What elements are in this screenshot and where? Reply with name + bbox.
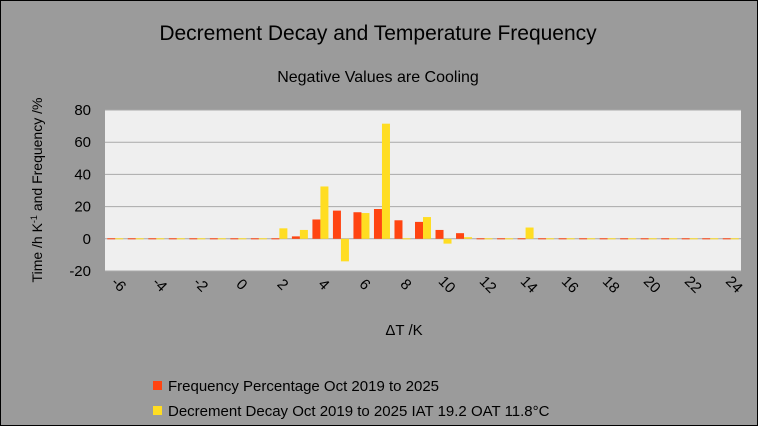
bar [730, 238, 739, 240]
bar [669, 238, 678, 240]
bar [599, 238, 608, 240]
legend-swatch-decrement-decay [153, 406, 162, 415]
legend-swatch-frequency [153, 381, 162, 390]
bar [189, 238, 198, 240]
bar [620, 238, 629, 240]
bar [135, 238, 144, 240]
bar [464, 237, 473, 239]
bar [546, 238, 555, 240]
y-axis-label: Time /h K-1 and Frequency /% [29, 98, 45, 283]
bar [197, 238, 206, 240]
bar [332, 210, 341, 239]
bar [587, 238, 596, 240]
bar [168, 238, 177, 240]
y-tick-label: 20 [74, 199, 91, 216]
bar [176, 238, 185, 240]
y-tick-label: 80 [74, 102, 91, 119]
bar [443, 238, 452, 244]
bar [209, 238, 218, 240]
bar [299, 229, 308, 239]
y-tick-label: 40 [74, 166, 91, 183]
bar [156, 238, 165, 240]
bar [476, 238, 485, 240]
bars-layer [107, 123, 739, 262]
chart-subtitle: Negative Values are Cooling [277, 69, 479, 86]
bar [230, 238, 239, 240]
bar [127, 238, 136, 240]
bar [415, 221, 423, 239]
bar [320, 186, 329, 239]
legend: Frequency Percentage Oct 2019 to 2025 De… [153, 378, 550, 420]
bar [291, 236, 300, 239]
bar [353, 212, 362, 239]
bar [566, 238, 575, 240]
y-tick-label: 60 [74, 134, 91, 151]
y-tick-label: 0 [83, 231, 91, 248]
y-tick-labels: -20 0 20 40 60 80 [69, 102, 91, 280]
x-axis-label: ΔT /K [385, 322, 422, 339]
bar [238, 238, 247, 240]
bar [381, 123, 390, 239]
legend-label-decrement-decay: Decrement Decay Oct 2019 to 2025 IAT 19.… [168, 403, 550, 420]
bar [271, 238, 280, 240]
bar [661, 238, 670, 240]
bar [497, 238, 506, 240]
bar [361, 213, 370, 239]
bar [710, 238, 719, 240]
bar [373, 209, 382, 239]
bar [689, 238, 698, 240]
bar [217, 238, 226, 240]
bar [312, 219, 321, 239]
bar [640, 238, 649, 240]
bar [435, 229, 444, 239]
bar [279, 228, 288, 239]
plot-area [105, 110, 741, 271]
bar [525, 227, 534, 239]
bar [484, 238, 493, 240]
bar [628, 238, 637, 240]
bar [115, 238, 124, 240]
bar [250, 238, 259, 240]
bar [148, 238, 157, 240]
bar [517, 238, 526, 240]
bar [505, 238, 514, 240]
bar [681, 238, 690, 240]
bar [402, 238, 411, 240]
y-tick-label: -20 [69, 263, 91, 280]
bar [607, 238, 616, 240]
y-axis-label-rest: and Frequency /% [29, 98, 45, 216]
bar [702, 238, 711, 240]
bar [722, 238, 731, 240]
legend-label-frequency: Frequency Percentage Oct 2019 to 2025 [168, 378, 439, 395]
bar [340, 238, 349, 262]
bar [456, 233, 465, 239]
bar [579, 238, 588, 240]
bar [258, 238, 267, 240]
chart-title: Decrement Decay and Temperature Frequenc… [159, 22, 597, 45]
bar [394, 220, 403, 239]
bar [107, 238, 116, 240]
bar [558, 238, 567, 240]
bar [648, 238, 657, 240]
bar [423, 217, 431, 239]
y-axis-label-main: Time /h K [29, 222, 45, 282]
y-axis-label-sup: -1 [29, 215, 39, 223]
bar [538, 238, 547, 240]
